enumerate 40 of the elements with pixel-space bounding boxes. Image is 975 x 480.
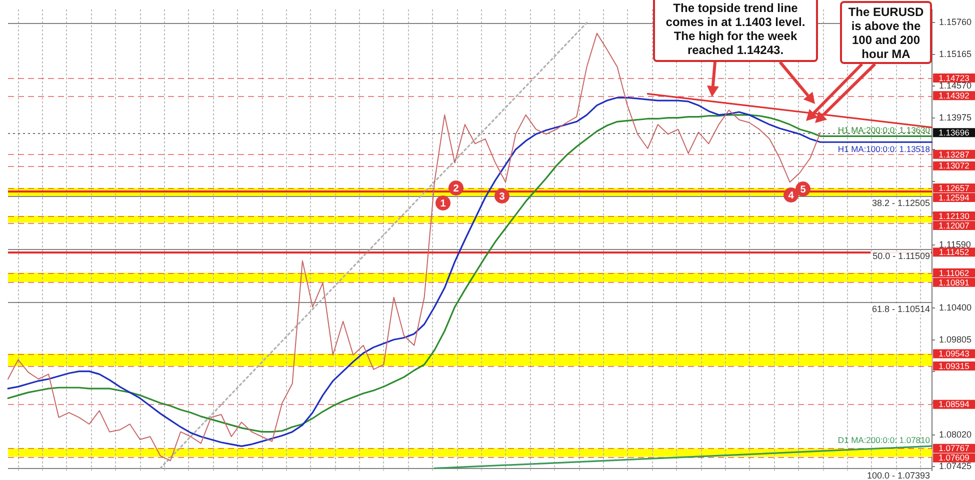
annotation: The EURUSD is above the 100 and 200 hour MA <box>840 1 932 64</box>
ref-line-label: 1.11062 <box>938 268 970 278</box>
ref-line-label: 1.10891 <box>938 277 970 288</box>
ref-line-label: 1.13696 <box>938 127 970 138</box>
ref-line-label: 1.12657 <box>938 182 970 193</box>
y-tick-label: 1.11590 <box>939 239 971 250</box>
ref-line-label: 1.09543 <box>938 348 970 359</box>
annotation: 61.8 - 1.10514 <box>872 304 930 314</box>
annotation: 50.0 - 1.11509 <box>872 251 930 262</box>
annotation: 5 <box>800 184 806 196</box>
annotation: 1 <box>440 198 446 210</box>
y-tick-label: 1.14570 <box>939 80 972 91</box>
ref-line-label: 1.13287 <box>938 149 970 160</box>
series-label: D1 MA:200:0:0: 1.07810 <box>838 435 930 446</box>
ref-line-label: 1.08594 <box>938 399 970 410</box>
y-tick-label: 1.15760 <box>939 17 972 28</box>
annotation: 2 <box>453 183 460 194</box>
ref-line-label: 1.09315 <box>938 360 970 371</box>
y-tick-label: 1.13975 <box>939 112 972 122</box>
series-label: H1 MA:100:0:0: 1.13518 <box>838 144 930 154</box>
ref-line-label: 1.11452 <box>938 246 970 257</box>
y-tick-label: 1.08020 <box>939 429 972 440</box>
ref-line-label: 1.07767 <box>938 443 970 454</box>
y-tick-label: 1.10400 <box>939 302 972 313</box>
y-tick-label: 1.15165 <box>939 48 972 59</box>
y-tick-label: 1.09805 <box>939 334 972 344</box>
annotation: 3 <box>499 191 506 202</box>
series-label: H1 MA:200:0:0: 1.13630 <box>838 125 930 136</box>
ref-line-label: 1.12130 <box>938 210 970 221</box>
ref-line-label: 1.14723 <box>938 72 970 83</box>
ref-line-label: 1.12594 <box>938 192 970 202</box>
ref-line-label: 1.13072 <box>938 160 970 171</box>
annotation: 100.0 - 1.07393 <box>866 470 930 480</box>
ref-line-label: 1.07609 <box>938 452 970 463</box>
annotation: The topside trend line comes in at 1.1403 level. The high for the week reached 1.14243. <box>653 0 818 62</box>
annotation: 38.2 - 1.12505 <box>872 198 930 208</box>
ref-line-label: 1.14392 <box>938 90 970 100</box>
y-tick-label: 1.07425 <box>939 461 972 472</box>
ref-line-label: 1.12007 <box>938 220 970 230</box>
annotation: 4 <box>788 190 794 202</box>
